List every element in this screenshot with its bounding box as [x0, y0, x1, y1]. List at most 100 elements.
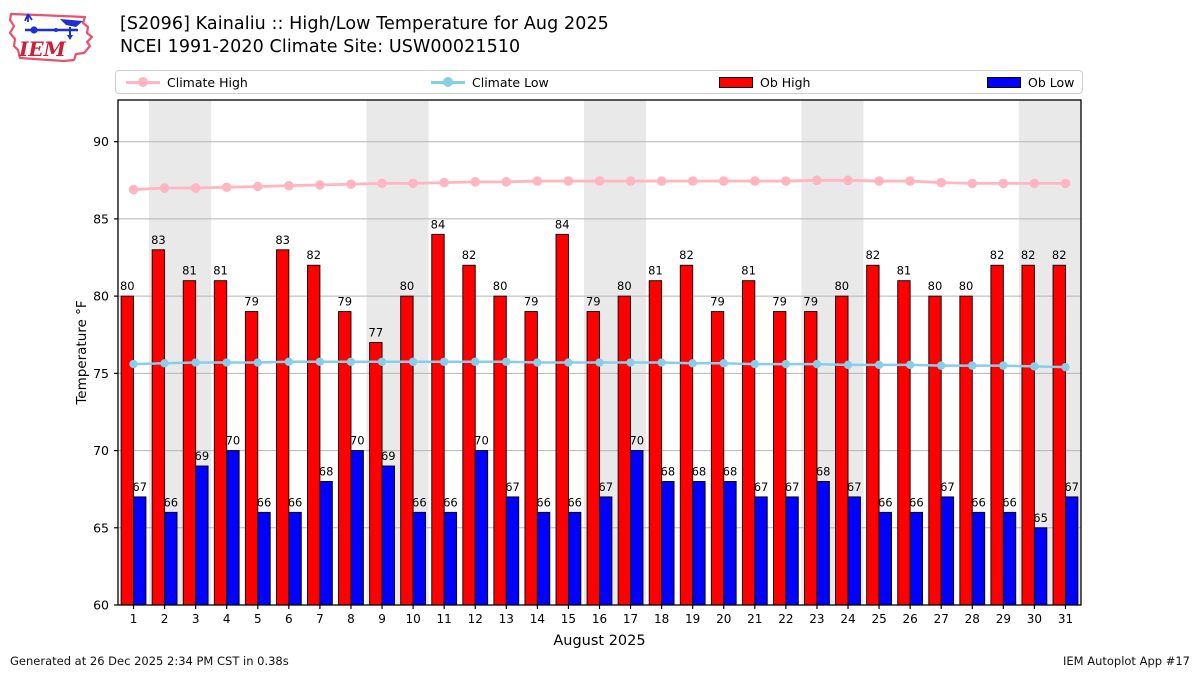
- climate-low-marker: [222, 358, 231, 367]
- climate-high-marker: [377, 178, 387, 189]
- climate-high-marker: [750, 176, 760, 186]
- ob-low-value-label: 68: [816, 464, 831, 478]
- ob-low-value-label: 66: [288, 495, 303, 509]
- iem-logo-text: IEM: [18, 37, 67, 61]
- ob-high-value-label: 84: [555, 217, 570, 231]
- ob-low-bar: [319, 481, 333, 606]
- ob-low-bar: [505, 496, 520, 606]
- x-tick-label: 26: [903, 612, 918, 626]
- ob-low-bar: [692, 481, 706, 606]
- x-tick-label: 12: [468, 612, 483, 626]
- ob-high-value-label: 80: [959, 279, 974, 293]
- ob-low-value-label: 66: [536, 495, 551, 509]
- x-tick-label: 17: [623, 612, 638, 626]
- ob-high-value-label: 79: [244, 295, 259, 309]
- chart-title: [S2096] Kainaliu :: High/Low Temperature…: [120, 14, 609, 34]
- ob-low-value-label: 68: [723, 464, 738, 478]
- climate-high-marker: [252, 181, 263, 192]
- climate-high-marker: [408, 178, 418, 189]
- x-tick-label: 4: [223, 612, 231, 626]
- legend-label-ob-low: Ob Low: [1028, 74, 1075, 90]
- ob-low-bar: [971, 511, 986, 606]
- ob-high-bar: [400, 295, 414, 606]
- climate-low-marker: [937, 361, 946, 370]
- y-tick-label: 90: [93, 134, 109, 149]
- climate-high-marker: [1029, 178, 1040, 189]
- legend-item-climate-high: Climate High: [126, 71, 248, 93]
- ob-high-bars: [120, 233, 1066, 606]
- ob-low-value-label: 65: [1033, 511, 1048, 525]
- ob-high-value-label: 80: [617, 279, 632, 293]
- ob-high-bar: [338, 311, 352, 606]
- ob-low-value-label: 67: [1064, 480, 1079, 494]
- ob-high-bar: [151, 249, 166, 606]
- x-tick-label: 15: [561, 612, 576, 626]
- ob-high-value-label: 79: [337, 295, 352, 309]
- climate-high-marker: [781, 176, 791, 186]
- footer-generated-text: Generated at 26 Dec 2025 2:34 PM CST in …: [10, 654, 289, 668]
- ob-high-value-label: 84: [431, 217, 446, 231]
- climate-low-marker: [377, 357, 387, 366]
- ob-high-bar: [493, 295, 507, 606]
- x-tick-label: 20: [716, 612, 731, 626]
- climate-low-marker: [688, 359, 697, 368]
- x-tick-label: 11: [437, 612, 452, 626]
- legend-label-climate-high: Climate High: [167, 74, 248, 90]
- ob-low-value-label: 66: [567, 495, 582, 509]
- climate-low-marker: [346, 357, 356, 366]
- ob-high-value-label: 79: [772, 295, 787, 309]
- ob-low-value-label: 66: [909, 495, 924, 509]
- climate-high-marker: [967, 178, 978, 189]
- ob-high-value-label: 81: [741, 264, 756, 278]
- ob-low-bar: [164, 511, 178, 606]
- ob-high-bar: [1021, 264, 1035, 606]
- ob-high-bar: [431, 233, 445, 606]
- ob-low-value-label: 70: [474, 434, 489, 448]
- climate-low-series: [129, 357, 1070, 372]
- ob-high-bar: [959, 295, 973, 606]
- climate-low-marker: [812, 359, 822, 369]
- ob-low-value-label: 67: [940, 480, 955, 494]
- x-tick-label: 19: [685, 612, 700, 626]
- ob-high-value-label: 81: [648, 264, 663, 278]
- ob-low-value-label: 67: [785, 480, 800, 494]
- ob-high-bar: [741, 280, 756, 606]
- ob-high-bar: [1052, 264, 1066, 606]
- ob-high-value-label: 82: [1021, 248, 1036, 262]
- climate-high-marker: [936, 177, 947, 188]
- x-tick-label: 9: [378, 612, 386, 626]
- ob-high-bar: [555, 233, 569, 606]
- climate-low-marker: [657, 358, 666, 367]
- climate-low-marker: [999, 361, 1008, 370]
- legend-label-climate-low: Climate Low: [472, 74, 549, 90]
- climate-high-marker: [718, 176, 729, 186]
- ob-high-value-label: 80: [928, 279, 943, 293]
- x-axis-label: August 2025: [553, 633, 645, 649]
- ob-high-bar: [679, 264, 694, 606]
- bar-value-labels: 80 67 83 66 81 69 81 70 79 66 83 66 82 68 79 70 77 69 80 66…: [120, 217, 1079, 524]
- ob-low-bar: [381, 465, 395, 606]
- ob-low-bar: [443, 511, 458, 606]
- ob-high-bar: [617, 295, 632, 606]
- ob-high-bar: [866, 264, 880, 606]
- ob-high-bar: [710, 311, 725, 606]
- ob-low-value-label: 67: [505, 480, 520, 494]
- ob-low-value-label: 66: [443, 495, 458, 509]
- y-tick-label: 85: [93, 211, 109, 226]
- climate-low-marker: [533, 358, 542, 367]
- climate-low-marker: [502, 357, 511, 366]
- x-tick-label: 10: [405, 612, 420, 626]
- climate-high-marker: [501, 177, 512, 187]
- ob-low-bar: [567, 511, 582, 606]
- ob-low-value-label: 68: [319, 464, 334, 478]
- climate-high-marker: [128, 184, 139, 195]
- ob-low-bar: [661, 481, 675, 606]
- ob-high-bar: [835, 295, 849, 606]
- climate-high-marker: [998, 178, 1009, 189]
- climate-high-marker: [812, 175, 822, 186]
- ob-high-bar: [182, 280, 197, 606]
- ob-low-value-label: 66: [971, 495, 986, 509]
- climate-high-marker: [159, 183, 170, 193]
- ob-high-value-label: 80: [400, 279, 415, 293]
- climate-low-marker: [750, 359, 760, 369]
